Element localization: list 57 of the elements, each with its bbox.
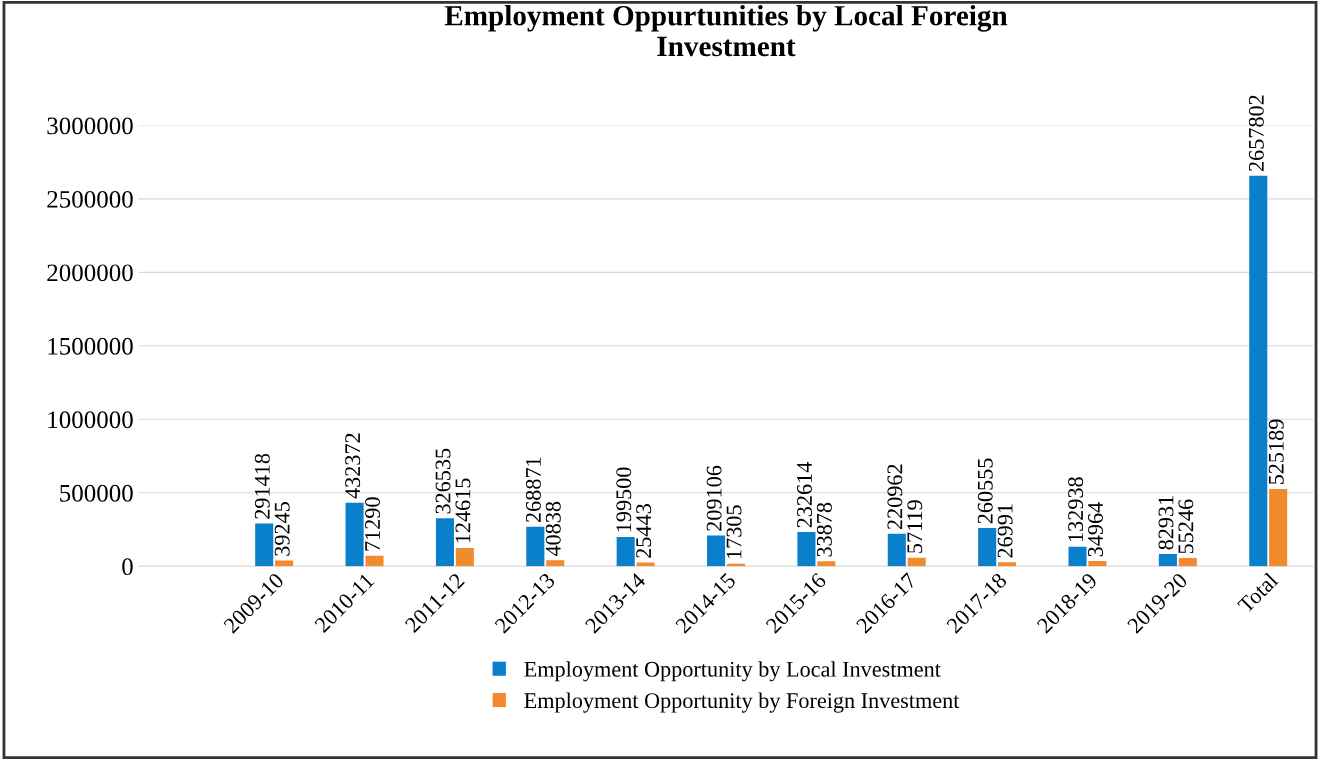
data-label: 17305	[726, 505, 742, 559]
data-label: 33878	[816, 502, 832, 557]
y-tick-label: 1500000	[48, 337, 133, 355]
y-tick-label: 2000000	[47, 264, 133, 282]
bar	[345, 502, 364, 567]
bar	[636, 562, 655, 567]
data-label: 268871	[525, 457, 541, 523]
data-label: 260555	[977, 458, 993, 524]
bar	[707, 535, 726, 567]
bar	[526, 526, 545, 567]
bar	[998, 562, 1017, 567]
y-tick-label: 0	[122, 558, 133, 576]
data-label: 232614	[797, 462, 812, 528]
bar	[365, 555, 384, 567]
bar	[797, 532, 816, 567]
data-label: 25443	[636, 504, 652, 558]
data-label: 26991	[997, 504, 1013, 558]
data-label: 209106	[706, 465, 722, 531]
bar	[1088, 561, 1107, 567]
y-tick-label: 500000	[60, 484, 133, 502]
bar	[907, 557, 926, 567]
bar	[1249, 175, 1268, 567]
data-label: 220962	[887, 464, 903, 530]
data-label: 291418	[254, 453, 270, 519]
bar	[455, 547, 474, 567]
bar	[978, 527, 997, 567]
data-label: 124615	[455, 478, 471, 543]
data-label: 57119	[907, 500, 923, 553]
y-tick-label: 3000000	[47, 117, 133, 135]
bar	[1269, 489, 1288, 567]
data-label: 199500	[616, 467, 632, 532]
data-label: 132938	[1068, 477, 1084, 542]
y-tick-label: 1000000	[48, 411, 133, 429]
bar	[546, 560, 565, 567]
bar	[1178, 558, 1197, 567]
data-label: 326535	[435, 448, 451, 514]
data-label: 82931	[1158, 496, 1174, 550]
data-label: 40838	[545, 501, 561, 557]
y-tick-label: 2500000	[47, 190, 133, 208]
bar	[1068, 546, 1087, 567]
data-label: 2657802	[1248, 95, 1264, 172]
bar	[1158, 554, 1177, 567]
chart-title: Employment Oppurtunities by Local Foreign Investment	[444, 4, 1008, 57]
data-label: 55246	[1178, 499, 1194, 554]
bar	[817, 561, 836, 567]
data-label: 525189	[1268, 419, 1284, 485]
data-label: 34964	[1088, 502, 1103, 557]
bar	[255, 523, 274, 567]
data-label: 71290	[365, 497, 381, 551]
data-label: 432372	[345, 433, 361, 499]
bar	[275, 560, 294, 567]
bar	[435, 518, 454, 567]
bar	[616, 536, 635, 567]
legend-label: Employment Opportunity by Foreign Investment	[524, 692, 960, 713]
data-label: 39245	[274, 502, 290, 556]
legend-label: Employment Opportunity by Local Investment	[524, 661, 941, 682]
bar	[887, 533, 906, 567]
